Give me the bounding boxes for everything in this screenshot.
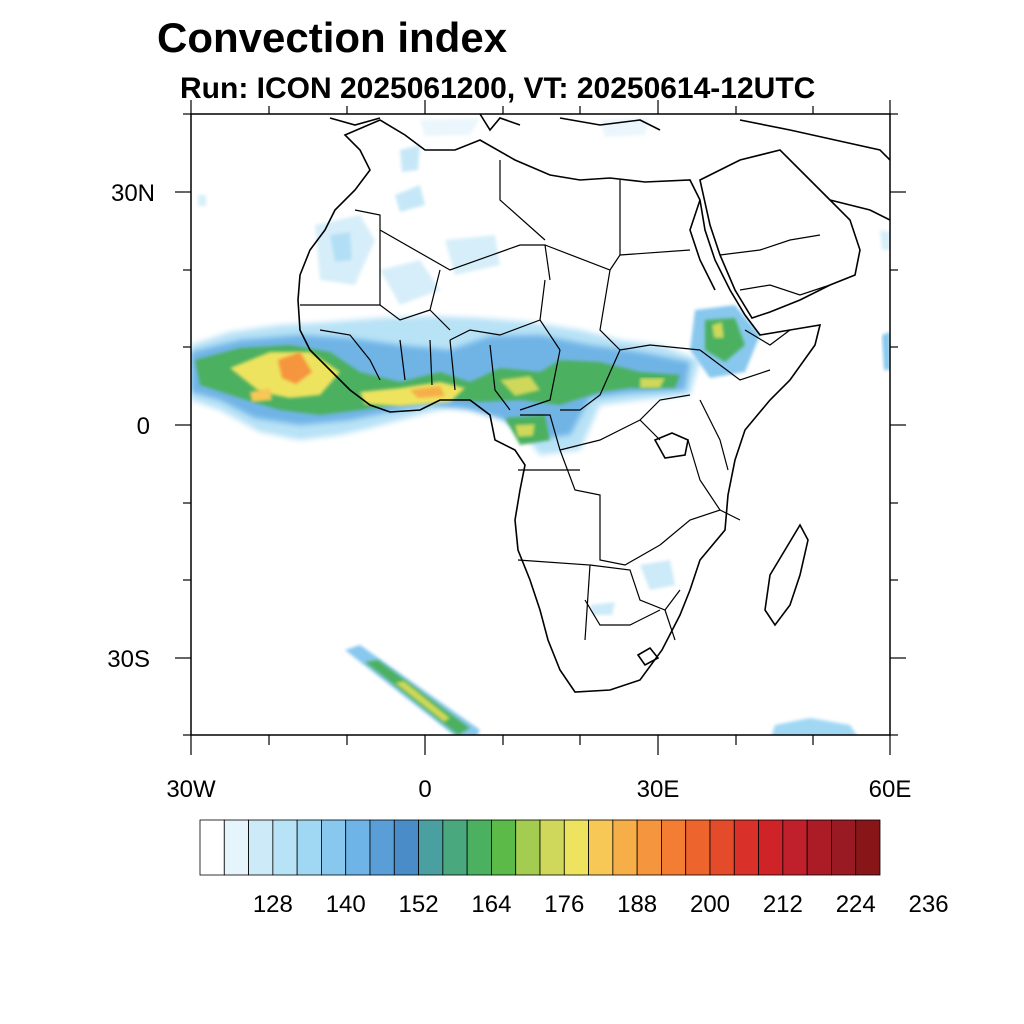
colorbar-swatch <box>563 819 589 876</box>
sahara-convection <box>198 118 890 305</box>
chart-subtitle: Run: ICON 2025061200, VT: 20250614-12UTC <box>180 72 816 105</box>
colorbar-swatch <box>272 819 298 876</box>
colorbar-swatch <box>661 819 687 876</box>
itcz-band-core <box>278 352 312 384</box>
colorbar-swatch <box>539 819 565 876</box>
lon-label-0: 0 <box>418 776 431 803</box>
colorbar-swatch <box>733 819 759 876</box>
coastlines <box>297 114 890 693</box>
colorbar-swatch <box>466 819 492 876</box>
lon-label-30w: 30W <box>166 776 216 803</box>
colorbar-label: 152 <box>399 891 439 918</box>
colorbar-label: 224 <box>836 891 876 918</box>
colorbar-swatch <box>709 819 735 876</box>
lat-label-30s: 30S <box>107 646 150 673</box>
colorbar-swatch <box>758 819 784 876</box>
colorbar-swatch <box>321 819 347 876</box>
colorbar-swatch <box>831 819 857 876</box>
arabian-peninsula <box>699 149 861 319</box>
colorbar-label: 128 <box>253 891 293 918</box>
colorbar-swatch <box>199 819 225 876</box>
colorbar-swatch <box>636 819 662 876</box>
colorbar-swatch <box>855 819 881 876</box>
colorbar-swatch <box>296 819 322 876</box>
colorbar <box>199 819 881 876</box>
colorbar-swatch <box>418 819 444 876</box>
colorbar-swatch <box>442 819 468 876</box>
colorbar-label: 236 <box>909 891 949 918</box>
lon-label-60e: 60E <box>869 776 912 803</box>
colorbar-swatch <box>782 819 808 876</box>
africa-coastline <box>297 119 822 693</box>
colorbar-swatch <box>685 819 711 876</box>
colorbar-label: 200 <box>690 891 730 918</box>
colorbar-swatch <box>588 819 614 876</box>
lat-tick-labels: 30N 0 30S <box>107 180 155 673</box>
colorbar-swatch <box>612 819 638 876</box>
colorbar-label: 140 <box>326 891 366 918</box>
colorbar-label: 212 <box>763 891 803 918</box>
colorbar-swatch <box>393 819 419 876</box>
country-borders <box>300 160 831 641</box>
colorbar-swatch <box>223 819 249 876</box>
colorbar-swatch <box>515 819 541 876</box>
lat-label-0: 0 <box>137 413 150 440</box>
colorbar-label: 164 <box>471 891 511 918</box>
colorbar-swatch <box>345 819 371 876</box>
colorbar-labels: 128 140 152 164 176 188 200 212 224 236 <box>253 891 949 918</box>
colorbar-swatch <box>806 819 832 876</box>
colorbar-swatch <box>491 819 517 876</box>
convection-field <box>191 118 890 735</box>
lat-label-30n: 30N <box>111 180 155 207</box>
lon-tick-labels: 30W 0 30E 60E <box>166 776 911 803</box>
colorbar-label: 176 <box>544 891 584 918</box>
chart-title: Convection index <box>157 14 508 61</box>
madagascar <box>764 523 809 627</box>
colorbar-label: 188 <box>617 891 657 918</box>
colorbar-swatch <box>369 819 395 876</box>
colorbar-swatch <box>248 819 274 876</box>
axis-ticks <box>175 100 906 755</box>
lon-label-30e: 30E <box>637 776 680 803</box>
